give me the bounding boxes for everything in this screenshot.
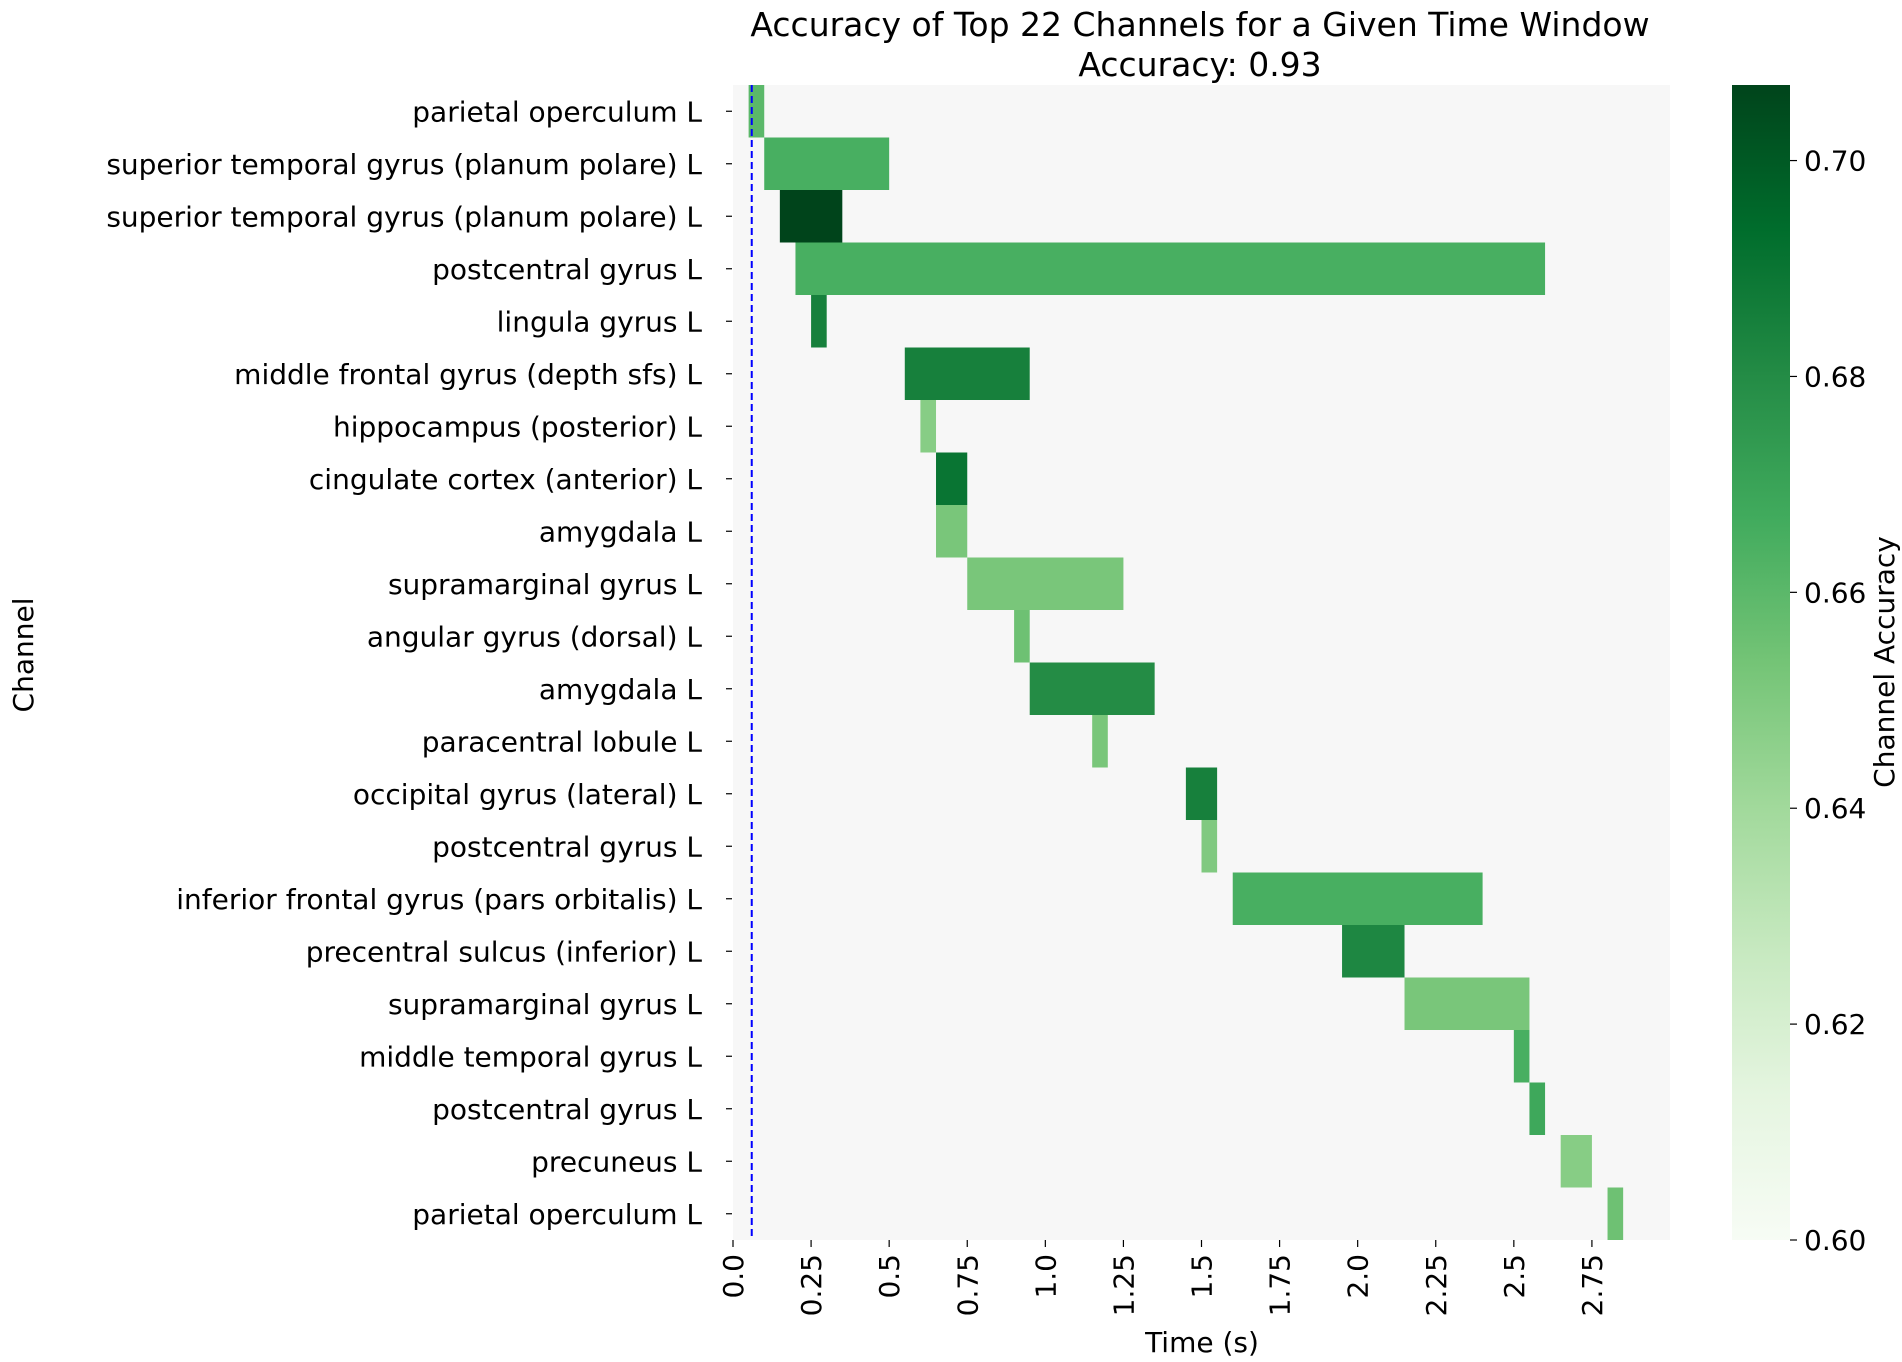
heatmap-cell bbox=[811, 295, 827, 348]
x-tick-labels: 0.0 0.25 0.5 0.75 1.0 1.25 1.5 1.75 2.0 2.25 2.5 2.… bbox=[717, 1240, 1609, 1316]
x-tick-label: 0.75 bbox=[951, 1254, 984, 1316]
y-tick-label: middle frontal gyrus (depth sfs) L bbox=[234, 358, 702, 391]
x-tick-label: 1.0 bbox=[1029, 1254, 1062, 1299]
heatmap-cell bbox=[967, 557, 1124, 610]
heatmap-cell bbox=[936, 505, 968, 558]
heatmap-cell bbox=[1092, 715, 1108, 768]
colorbar-tick-label: 0.68 bbox=[1804, 360, 1866, 393]
x-tick-label: 1.25 bbox=[1107, 1254, 1140, 1316]
y-tick-labels: parietal operculum L superior temporal gy… bbox=[106, 95, 732, 1231]
heatmap-cell bbox=[1201, 820, 1218, 873]
chart-title: Accuracy of Top 22 Channels for a Given … bbox=[750, 5, 1649, 44]
y-tick-label: precentral sulcus (inferior) L bbox=[306, 935, 703, 968]
colorbar-tick-label: 0.66 bbox=[1804, 576, 1866, 609]
y-axis-label: Channel bbox=[7, 598, 40, 713]
y-tick-label: parietal operculum L bbox=[412, 1198, 702, 1231]
x-tick-label: 0.0 bbox=[717, 1254, 750, 1299]
colorbar bbox=[1732, 85, 1790, 1240]
heatmap-cell bbox=[764, 137, 890, 190]
x-tick-label: 0.5 bbox=[873, 1254, 906, 1299]
y-tick-label: paracentral lobule L bbox=[422, 725, 703, 758]
y-tick-label: amygdala L bbox=[539, 515, 703, 548]
y-tick-label: inferior frontal gyrus (pars orbitalis) … bbox=[176, 883, 702, 916]
heatmap-cell bbox=[1404, 977, 1530, 1030]
y-tick-label: parietal operculum L bbox=[412, 95, 702, 128]
y-tick-label: supramarginal gyrus L bbox=[388, 568, 702, 601]
heatmap-cell bbox=[936, 452, 968, 505]
heatmap-cell bbox=[1513, 1030, 1530, 1083]
heatmap-cell bbox=[904, 347, 1030, 400]
colorbar-label: Channel Accuracy bbox=[1868, 536, 1901, 788]
colorbar-tick-label: 0.70 bbox=[1804, 145, 1866, 178]
chart-subtitle: Accuracy: 0.93 bbox=[1078, 45, 1321, 84]
y-tick-label: hippocampus (posterior) L bbox=[333, 410, 702, 443]
x-tick-label: 2.25 bbox=[1420, 1254, 1453, 1316]
y-tick-label: angular gyrus (dorsal) L bbox=[367, 620, 703, 653]
x-tick-label: 2.75 bbox=[1576, 1254, 1609, 1316]
heatmap-cell bbox=[1185, 767, 1218, 820]
heatmap-cell bbox=[1014, 610, 1030, 663]
heatmap-cells bbox=[748, 85, 1624, 1240]
heatmap-cell bbox=[1607, 1187, 1624, 1240]
x-tick-label: 0.25 bbox=[795, 1254, 828, 1316]
y-tick-label: postcentral gyrus L bbox=[432, 253, 702, 286]
heatmap-cell bbox=[779, 190, 843, 243]
x-tick-label: 2.5 bbox=[1498, 1254, 1531, 1299]
y-tick-label: superior temporal gyrus (planum polare) … bbox=[106, 200, 702, 233]
y-tick-label: postcentral gyrus L bbox=[432, 830, 702, 863]
heatmap-cell bbox=[1232, 872, 1483, 925]
colorbar-tick-label: 0.62 bbox=[1804, 1008, 1866, 1041]
y-tick-label: amygdala L bbox=[539, 673, 703, 706]
x-tick-label: 1.5 bbox=[1186, 1254, 1219, 1299]
heatmap-cell bbox=[1529, 1082, 1546, 1135]
x-axis-label: Time (s) bbox=[1144, 1326, 1259, 1359]
x-tick-label: 1.75 bbox=[1264, 1254, 1297, 1316]
colorbar-ticks: 0.60 0.62 0.64 0.66 0.68 0.70 bbox=[1790, 145, 1866, 1257]
heatmap-cell bbox=[1342, 925, 1405, 978]
y-tick-label: occipital gyrus (lateral) L bbox=[353, 778, 702, 811]
x-tick-label: 2.0 bbox=[1342, 1254, 1375, 1299]
colorbar-tick-label: 0.64 bbox=[1804, 792, 1866, 825]
y-tick-label: precuneus L bbox=[531, 1145, 702, 1178]
colorbar-tick-label: 0.60 bbox=[1804, 1224, 1866, 1257]
heatmap-cell bbox=[920, 400, 937, 453]
y-tick-label: superior temporal gyrus (planum polare) … bbox=[106, 148, 702, 181]
heatmap-cell bbox=[1029, 662, 1155, 715]
heatmap-cell bbox=[795, 242, 1546, 295]
y-tick-label: cingulate cortex (anterior) L bbox=[309, 463, 702, 496]
y-tick-label: middle temporal gyrus L bbox=[359, 1040, 702, 1073]
heatmap-cell bbox=[1560, 1135, 1592, 1188]
y-tick-label: postcentral gyrus L bbox=[432, 1093, 702, 1126]
y-tick-label: lingula gyrus L bbox=[497, 305, 703, 338]
y-tick-label: supramarginal gyrus L bbox=[388, 988, 702, 1021]
